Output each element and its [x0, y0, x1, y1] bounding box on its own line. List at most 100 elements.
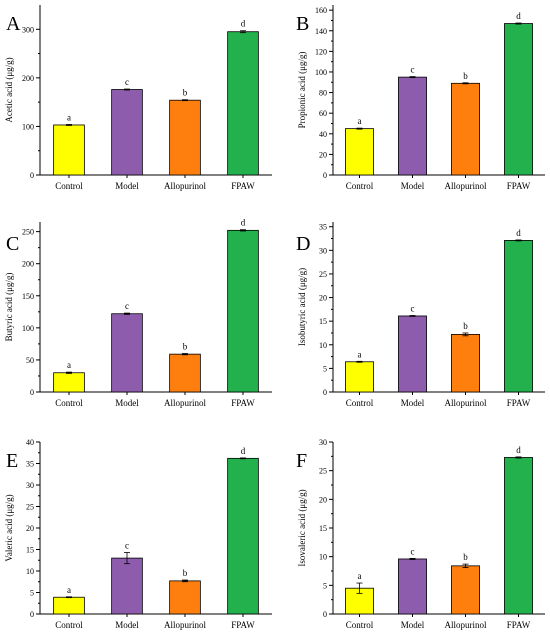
x-tick-label: FPAW [231, 620, 255, 630]
significance-letter: c [411, 65, 415, 75]
bar-control [345, 128, 374, 176]
x-tick-label: Model [401, 181, 425, 191]
x-tick-label: FPAW [507, 620, 531, 630]
y-tick-label: 100 [315, 68, 327, 77]
y-tick-label: 20 [319, 150, 327, 159]
bar-fpaw [227, 229, 259, 393]
x-tick-label: Control [346, 398, 374, 408]
y-tick-label: 40 [26, 438, 34, 447]
x-tick-label: FPAW [231, 181, 255, 191]
bar-control [53, 124, 85, 176]
bar-allopurinol [451, 82, 480, 176]
bar-model [111, 313, 143, 393]
chart-panel-e: E 0 5 10 15 20 25 30 35 40 Valeric acid (μg/g) a Con… [4, 438, 272, 630]
x-tick-label: Allopurinol [164, 181, 206, 191]
y-tick-label: 120 [315, 47, 327, 56]
y-tick-label: 0 [30, 388, 34, 397]
y-tick-label: 25 [319, 467, 327, 476]
bar-allopurinol [451, 333, 480, 393]
x-tick-label: FPAW [231, 398, 255, 408]
significance-letter: d [516, 445, 521, 455]
y-axis-label: Isobutyric acid (μg/g) [297, 268, 307, 346]
y-tick-label: 25 [26, 503, 34, 512]
x-tick-label: Control [346, 181, 374, 191]
y-tick-label: 20 [319, 495, 327, 504]
y-tick-label: 250 [22, 228, 34, 237]
bar-allopurinol [451, 565, 480, 615]
chart-panel-b: B 0 20 40 60 80 100 120 140 160 Propionic acid (μg… [296, 5, 545, 191]
x-tick-label: Model [401, 620, 425, 630]
x-tick-label: FPAW [507, 181, 531, 191]
y-axis-label: Isovaleric acid (μg/g) [297, 489, 307, 566]
significance-letter: b [183, 342, 188, 352]
significance-letter: c [411, 546, 415, 556]
y-tick-label: 100 [22, 122, 34, 131]
significance-letter: c [411, 304, 415, 314]
significance-letter: a [358, 571, 362, 581]
y-tick-label: 100 [22, 324, 34, 333]
panel-label: A [6, 13, 21, 35]
significance-letter: a [67, 585, 71, 595]
bar-model [111, 89, 143, 176]
bar-model [398, 76, 427, 176]
chart-panel-a: A 0 100 200 300 Acetic acid (μg/g) a Control c Mo… [4, 5, 272, 191]
y-tick-label: 0 [30, 171, 34, 180]
y-tick-label: 20 [26, 524, 34, 533]
x-tick-label: Control [55, 181, 83, 191]
bar-fpaw [227, 31, 259, 176]
y-axis-label: Propionic acid (μg/g) [297, 52, 307, 129]
y-tick-label: 35 [26, 460, 34, 469]
significance-letter: d [241, 19, 246, 29]
x-tick-label: Model [115, 620, 139, 630]
y-tick-label: 140 [315, 27, 327, 36]
bar-fpaw [227, 457, 259, 615]
y-tick-label: 15 [319, 317, 327, 326]
panel-label: B [296, 13, 309, 35]
y-tick-label: 10 [319, 553, 327, 562]
y-tick-label: 0 [323, 171, 327, 180]
significance-letter: b [463, 321, 468, 331]
significance-letter: b [183, 88, 188, 98]
bar-allopurinol [169, 580, 201, 615]
x-tick-label: Control [346, 620, 374, 630]
panel-label: F [296, 450, 307, 472]
y-tick-label: 35 [319, 223, 327, 232]
y-tick-label: 300 [22, 25, 34, 34]
y-axis-label: Butyric acid (μg/g) [4, 273, 14, 342]
bar-fpaw [504, 457, 533, 615]
bar-model [111, 557, 143, 615]
significance-letter: b [183, 568, 188, 578]
significance-letter: d [516, 11, 521, 21]
bar-allopurinol [169, 99, 201, 176]
y-tick-label: 5 [323, 364, 327, 373]
bar-control [53, 372, 85, 393]
x-tick-label: Allopurinol [164, 620, 206, 630]
chart-panel-d: D 0 5 10 15 20 25 30 35 Isobutyric acid (μg/g) a Co… [296, 222, 545, 408]
x-tick-label: Control [55, 620, 83, 630]
bar-allopurinol [169, 353, 201, 393]
panel-label: C [6, 233, 19, 255]
y-tick-label: 5 [323, 581, 327, 590]
y-tick-label: 80 [319, 89, 327, 98]
y-tick-label: 160 [315, 6, 327, 15]
panel-label: E [6, 450, 18, 472]
x-tick-label: Allopurinol [445, 620, 487, 630]
y-tick-label: 15 [26, 546, 34, 555]
x-tick-label: Allopurinol [445, 181, 487, 191]
significance-letter: c [125, 541, 129, 551]
y-tick-label: 15 [319, 524, 327, 533]
significance-letter: c [125, 77, 129, 87]
bar-control [53, 596, 85, 615]
bar-fpaw [504, 23, 533, 176]
significance-letter: c [125, 301, 129, 311]
significance-letter: d [516, 228, 521, 238]
y-tick-label: 10 [319, 341, 327, 350]
significance-letter: d [241, 218, 246, 228]
x-tick-label: FPAW [507, 398, 531, 408]
y-tick-label: 0 [323, 388, 327, 397]
bar-fpaw [504, 240, 533, 393]
y-tick-label: 30 [26, 481, 34, 490]
x-tick-label: Model [401, 398, 425, 408]
x-tick-label: Allopurinol [445, 398, 487, 408]
